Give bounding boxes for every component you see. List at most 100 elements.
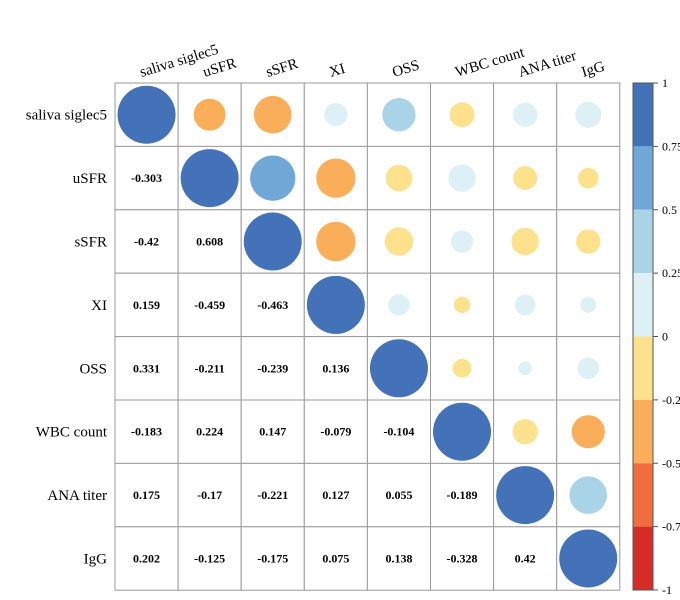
column-label: WBC count (454, 44, 528, 80)
corr-value-6-4: 0.055 (385, 488, 412, 502)
matrix-cell-6-4 (366, 462, 431, 528)
matrix-cell-7-0 (114, 526, 179, 591)
matrix-cell-7-3 (303, 526, 368, 591)
corr-value-1-0: -0.303 (131, 171, 162, 185)
corr-value-5-3: -0.079 (320, 425, 351, 439)
corr-circle-2-7 (576, 229, 601, 254)
corr-value-7-0: 0.202 (133, 552, 160, 566)
corr-circle-5-7 (571, 415, 605, 449)
matrix-cell-3-0 (114, 272, 179, 338)
column-label: ANA titer (517, 48, 579, 81)
corr-circle-0-0 (117, 85, 176, 144)
colorbar-segment (633, 526, 653, 590)
corr-circle-0-1 (193, 98, 226, 131)
corr-value-6-5: -0.189 (447, 488, 478, 502)
corr-circle-2-6 (511, 227, 539, 256)
matrix-cell-7-4 (366, 526, 431, 591)
column-label: IgG (580, 59, 607, 81)
corr-circle-5-5 (433, 402, 492, 461)
corr-circle-1-2 (250, 155, 296, 201)
colorbar-tick-label: 0.75 (662, 139, 680, 153)
corr-value-6-0: 0.175 (133, 488, 160, 502)
corr-circle-0-5 (449, 102, 475, 128)
matrix-cell-7-1 (177, 526, 242, 591)
matrix-cell-4-6 (493, 336, 558, 401)
corr-circle-4-5 (452, 358, 472, 378)
colorbar-segment (633, 83, 653, 147)
corr-circle-2-4 (384, 227, 414, 256)
row-label: ANA titer (47, 488, 107, 504)
matrix-cell-0-7 (556, 82, 621, 147)
row-label: sSFR (74, 235, 107, 251)
corr-circle-7-7 (559, 529, 618, 588)
corr-circle-3-6 (514, 294, 536, 316)
matrix-cell-4-3 (303, 336, 368, 401)
corr-circle-2-3 (316, 221, 356, 262)
corr-circle-4-6 (518, 361, 532, 376)
colorbar-tick-label: 0.5 (662, 203, 677, 217)
colorbar-tick-label: -0.25 (662, 393, 680, 407)
matrix-cell-1-5 (430, 145, 495, 211)
column-label: sSFR (264, 56, 300, 81)
corr-value-7-1: -0.125 (194, 552, 225, 566)
matrix-marks: -0.303 -0.42 0.608 0.159 -0.459 -0.463 0.331 -0… (117, 85, 618, 588)
row-label: OSS (79, 361, 107, 377)
colorbar-tick-label: -0.5 (662, 456, 680, 470)
corr-value-4-3: 0.136 (322, 361, 349, 375)
corr-circle-2-5 (450, 230, 474, 253)
corr-value-5-0: -0.183 (131, 425, 162, 439)
colorbar-tick-label: 0 (662, 330, 668, 344)
corr-circle-4-7 (577, 357, 600, 380)
corr-value-5-1: 0.224 (196, 425, 223, 439)
row-label: WBC count (36, 425, 108, 441)
colorbar-segment (633, 399, 653, 464)
corr-circle-1-3 (316, 158, 356, 198)
matrix-cell-6-0 (114, 462, 179, 528)
corr-circle-1-6 (513, 166, 538, 191)
matrix-cell-2-0 (114, 209, 179, 274)
corr-circle-0-7 (575, 101, 602, 128)
corr-circle-0-3 (324, 103, 348, 127)
matrix-cell-2-5 (430, 209, 495, 274)
corr-value-3-1: -0.459 (194, 298, 225, 312)
colorbar-segment (633, 336, 653, 400)
corr-circle-5-6 (512, 419, 538, 445)
matrix-cell-5-2 (240, 399, 305, 464)
corr-circle-0-4 (382, 98, 416, 132)
corr-value-7-4: 0.138 (385, 552, 412, 566)
row-label: IgG (84, 552, 107, 568)
corr-value-7-6: 0.42 (515, 552, 536, 566)
corr-circle-1-7 (578, 167, 599, 189)
corr-value-6-3: 0.127 (322, 488, 349, 502)
row-labels: saliva siglec5 uSFR sSFR XI OSS WBC count ANA … (26, 108, 108, 568)
corr-value-7-3: 0.075 (322, 552, 349, 566)
colorbar-segment (633, 463, 653, 527)
corr-circle-6-6 (496, 466, 555, 525)
corr-circle-2-2 (243, 212, 302, 271)
corr-value-3-2: -0.463 (257, 298, 288, 312)
matrix-cell-2-1 (177, 209, 242, 274)
corr-value-6-1: -0.17 (197, 488, 222, 502)
column-label: XI (327, 61, 347, 81)
colorbar-tick-label: 0.25 (662, 266, 680, 280)
corr-value-6-2: -0.221 (257, 488, 288, 502)
corr-value-5-4: -0.104 (383, 425, 414, 439)
matrix-cell-5-4 (366, 399, 431, 464)
corr-circle-0-2 (253, 95, 292, 134)
corr-value-3-0: 0.159 (133, 298, 160, 312)
corr-circle-6-7 (569, 476, 608, 514)
matrix-cell-7-2 (240, 526, 305, 591)
row-label: saliva siglec5 (26, 108, 107, 124)
colorbar-segment (633, 146, 653, 210)
corr-circle-1-4 (385, 164, 413, 192)
row-label: uSFR (73, 171, 107, 187)
matrix-cell-6-5 (430, 462, 495, 528)
corr-circle-1-1 (180, 149, 239, 208)
corr-value-4-1: -0.211 (194, 361, 224, 375)
row-label: XI (91, 298, 107, 314)
colorbar-tick-label: -0.75 (662, 520, 680, 534)
corr-circle-3-5 (453, 296, 471, 314)
corr-circle-1-5 (448, 164, 476, 192)
